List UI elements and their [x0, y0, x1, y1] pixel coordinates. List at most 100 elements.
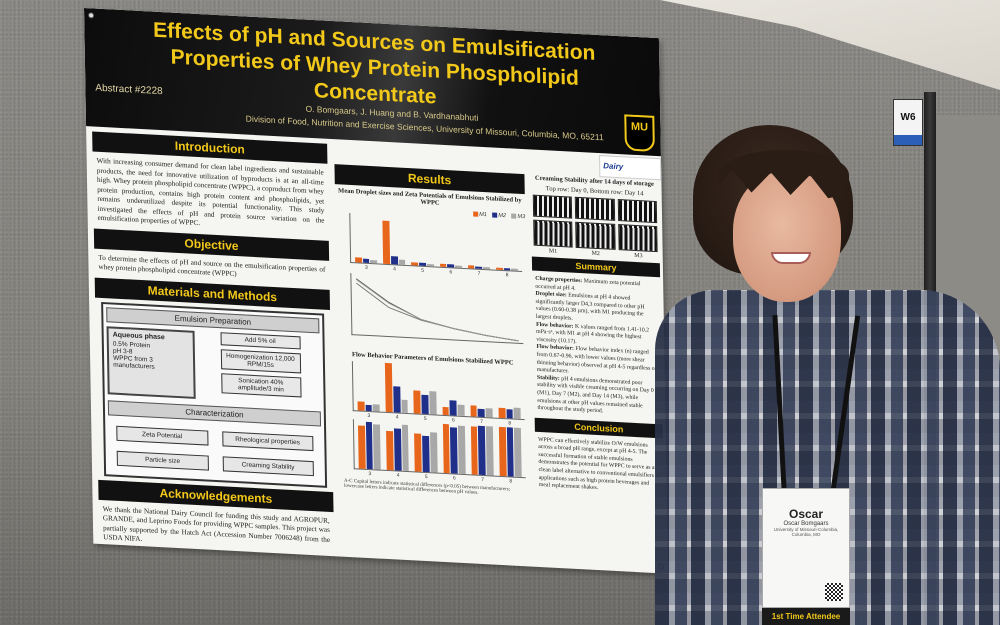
bar [470, 426, 479, 475]
bar [411, 261, 419, 266]
bar-group: 8 [495, 221, 519, 278]
bar [485, 426, 494, 476]
bar-group: 8 [498, 369, 521, 426]
university-logo: MU [624, 114, 655, 152]
creaming-label: M1 [548, 248, 558, 255]
method-step: Sonication 40% amplitude/3 min [220, 372, 302, 397]
bar [483, 266, 490, 270]
tube-photo [575, 221, 616, 250]
bar-group: 7 [470, 425, 494, 483]
bar [373, 424, 381, 470]
bar [390, 255, 398, 265]
badge-first-name: Oscar [788, 507, 824, 521]
bar [506, 408, 514, 419]
qr-code-icon [825, 583, 843, 601]
bar [355, 257, 362, 263]
bar-group: 8 [498, 426, 522, 485]
bar [401, 399, 409, 414]
poster-left-column: Introduction With increasing consumer de… [92, 128, 334, 556]
bar [421, 394, 429, 415]
bar-group: 3 [357, 419, 381, 477]
bar [514, 427, 522, 478]
bar [503, 267, 511, 271]
bar [357, 401, 365, 411]
face [733, 172, 841, 302]
bar-group: 3 [354, 213, 378, 271]
bar [498, 426, 507, 477]
bar-group: 4 [386, 421, 410, 479]
badge-organization: University of Missouri-Columbia, Columbi… [773, 527, 839, 537]
bar [455, 265, 462, 268]
bar-group: 6 [439, 218, 462, 275]
bar [478, 425, 486, 476]
introduction-text: With increasing consumer demand for clea… [96, 156, 325, 228]
aqueous-item: WPPC from 3 manufacturers [113, 354, 155, 371]
char-item: Zeta Potential [116, 425, 208, 446]
bar [385, 362, 393, 413]
name-badge: Oscar Oscar Bomgaars University of Misso… [762, 488, 850, 608]
bar [442, 423, 450, 474]
presenter: Oscar Oscar Bomgaars University of Misso… [655, 120, 1000, 625]
bar [513, 407, 521, 419]
bar [362, 258, 370, 264]
bar [386, 431, 394, 471]
research-poster: Effects of pH and Sources on Emulsificat… [84, 8, 669, 574]
bar [447, 264, 455, 268]
bar [419, 262, 426, 266]
bar [393, 385, 401, 413]
bar-group: 5 [413, 364, 437, 422]
bar [477, 408, 485, 418]
booth-sign-stripe [894, 135, 922, 145]
creaming-label: M3 [634, 252, 643, 260]
bar-group: 5 [411, 216, 434, 274]
bar [401, 424, 410, 472]
bar [422, 435, 430, 473]
bar-group: 4 [382, 215, 406, 272]
bar-group: 7 [467, 219, 490, 277]
bar [457, 425, 466, 475]
bar [429, 391, 437, 415]
badge-full-name: Oscar Bomgaars [783, 521, 829, 527]
booth-sign: W6 [893, 99, 923, 146]
char-item: Creaming Stability [222, 455, 314, 476]
bar-group: 6 [441, 366, 465, 424]
bar [449, 400, 457, 416]
bar [439, 263, 447, 268]
tube-photo [617, 224, 658, 253]
summary-text: Charge properties: Maximum zeta potentia… [535, 275, 657, 415]
bar-group: 4 [385, 362, 409, 421]
tube-photo [617, 199, 658, 224]
bar [373, 403, 380, 412]
bar [475, 266, 483, 269]
bar [414, 433, 422, 472]
bar [398, 259, 406, 265]
method-step: Add 5% oil [220, 331, 301, 349]
badge-ribbon: 1st Time Attendee [762, 608, 850, 625]
push-pin [88, 12, 95, 19]
char-item: Particle size [116, 450, 209, 471]
aqueous-phase-box: Aqueous phase 0.5% Protein pH 3-8 WPPC f… [106, 325, 196, 399]
bar [457, 404, 465, 417]
bar [506, 427, 515, 477]
creaming-label: M2 [591, 250, 600, 258]
methods-flowchart: Emulsion Preparation Aqueous phase 0.5% … [101, 301, 328, 488]
bar [370, 259, 378, 264]
poster-results-column: Results Mean Droplet sizes and Zeta Pote… [334, 161, 530, 500]
bar [365, 422, 374, 470]
bar-group: 7 [470, 367, 493, 425]
bar-group: 3 [357, 361, 380, 419]
abstract-number: Abstract #2228 [95, 82, 163, 98]
bar [429, 432, 438, 473]
smile [771, 252, 811, 264]
bar [365, 404, 373, 412]
method-step: Homogenization 12,000 RPM/15s [220, 348, 301, 373]
bar [467, 265, 475, 269]
creaming-photos [532, 194, 658, 253]
bar [413, 390, 421, 414]
conclusion-text: WPPC can effectively stabilize O/W emuls… [537, 436, 660, 492]
bar [442, 407, 449, 416]
tube-photo [533, 219, 573, 248]
bar-group: 6 [442, 423, 466, 482]
